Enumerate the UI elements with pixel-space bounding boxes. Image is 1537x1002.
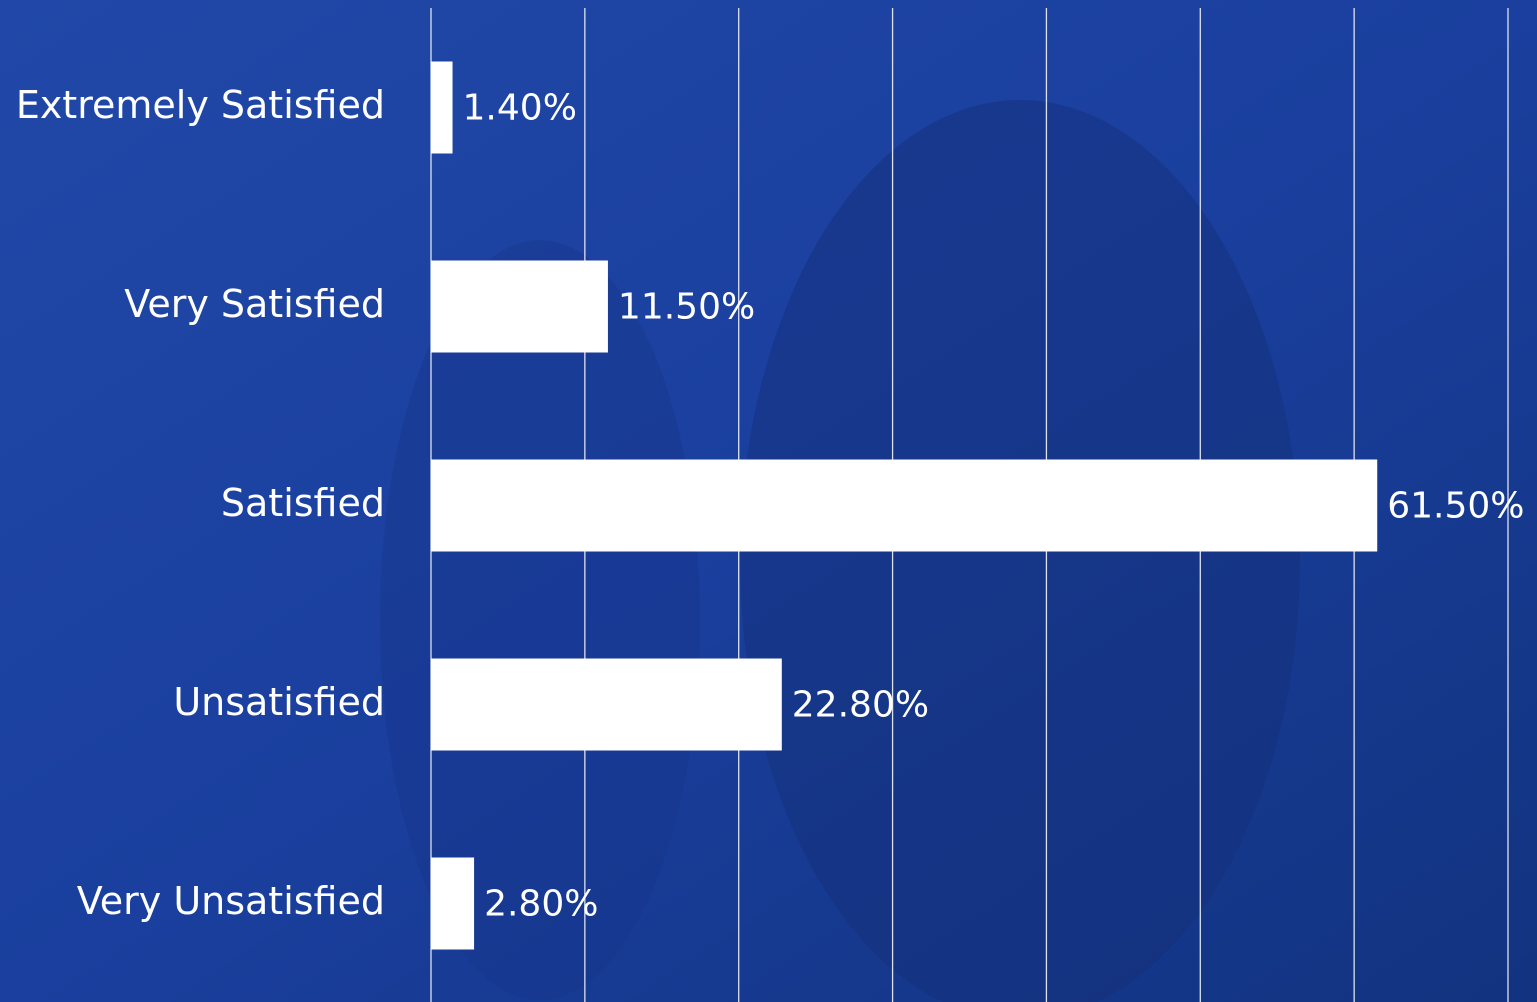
- value-label: 1.40%: [463, 88, 577, 129]
- bar: [431, 659, 782, 751]
- bar: [431, 858, 474, 950]
- chart: Extremely Satisfied 1.40% Very Satisfied 11…: [0, 0, 1537, 1002]
- y-tick-label: Very Satisfied: [124, 282, 385, 326]
- y-tick-label: Very Unsatisfied: [77, 879, 385, 923]
- y-tick-label: Satisfied: [221, 481, 385, 525]
- y-tick-label: Extremely Satisfied: [16, 83, 385, 127]
- value-label: 22.80%: [792, 685, 929, 726]
- value-label: 2.80%: [484, 884, 598, 925]
- bar: [431, 460, 1377, 552]
- bar: [431, 62, 453, 154]
- bar: [431, 261, 608, 353]
- value-label: 11.50%: [618, 287, 755, 328]
- value-label: 61.50%: [1387, 486, 1524, 527]
- y-tick-label: Unsatisfied: [173, 680, 385, 724]
